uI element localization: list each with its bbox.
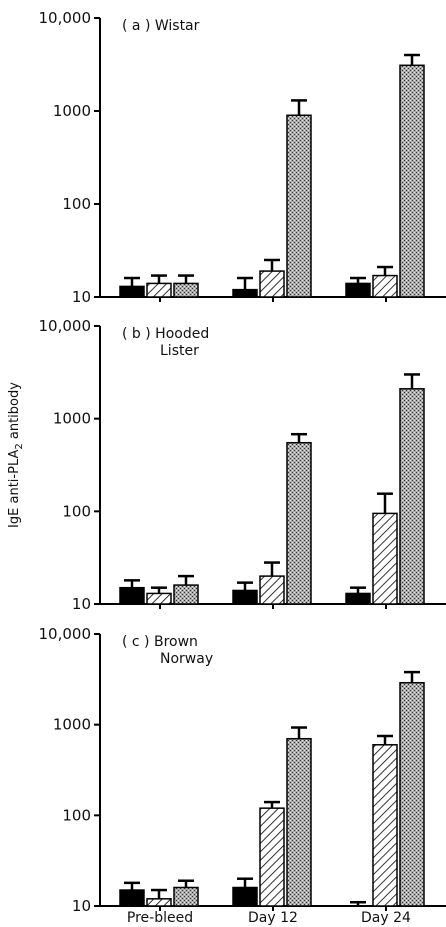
bar xyxy=(173,886,199,907)
category-label: Pre-bleed xyxy=(127,910,193,926)
bar xyxy=(345,282,371,298)
y-tick-label: 10 xyxy=(72,897,91,915)
panels-group: 10 100 1000 10,000 ( a ) Wistar 10 100 1000 10,0… xyxy=(39,9,446,915)
bar xyxy=(259,270,285,298)
bar xyxy=(119,889,145,907)
y-tick-label: 10,000 xyxy=(39,9,92,27)
panel-title: ( a ) Wistar xyxy=(122,18,200,34)
category-label: Day 12 xyxy=(248,910,298,926)
y-tick-label: 100 xyxy=(62,806,91,824)
y-tick-label: 100 xyxy=(62,502,91,520)
y-tick-label: 1000 xyxy=(53,102,91,120)
bar xyxy=(232,886,258,907)
bar xyxy=(372,512,398,605)
panel-title: ( c ) Brown xyxy=(122,634,198,650)
bar xyxy=(232,589,258,605)
y-tick-label: 1000 xyxy=(53,410,91,428)
panel-1: 10 100 1000 10,000 ( a ) Wistar xyxy=(39,9,446,306)
bar xyxy=(259,807,285,907)
y-tick-label: 10 xyxy=(72,288,91,306)
bar xyxy=(173,584,199,605)
bar xyxy=(399,64,425,298)
panel-title: ( b ) Hooded xyxy=(122,326,209,342)
y-tick-label: 10,000 xyxy=(39,625,92,643)
bar xyxy=(232,288,258,298)
bar xyxy=(372,744,398,907)
category-label: Day 24 xyxy=(361,910,411,926)
bar xyxy=(345,592,371,605)
bar xyxy=(399,388,425,605)
category-labels: Pre-bleed Day 12 Day 24 xyxy=(127,910,411,926)
bar xyxy=(259,575,285,605)
bar xyxy=(286,114,312,298)
bar xyxy=(286,441,312,605)
bar xyxy=(372,274,398,298)
bar xyxy=(119,285,145,298)
bar xyxy=(146,592,172,605)
y-tick-label: 100 xyxy=(62,195,91,213)
bar xyxy=(286,737,312,907)
bar xyxy=(119,586,145,605)
bar xyxy=(173,282,199,298)
y-axis-label: IgE anti-PLA2 antibody xyxy=(7,382,25,528)
panel-title: Norway xyxy=(160,651,213,667)
bar xyxy=(399,681,425,907)
bar xyxy=(146,282,172,298)
y-tick-label: 1000 xyxy=(53,716,91,734)
y-tick-label: 10 xyxy=(72,595,91,613)
bar xyxy=(146,898,172,907)
y-tick-label: 10,000 xyxy=(39,317,92,335)
panel-title: Lister xyxy=(160,343,199,359)
